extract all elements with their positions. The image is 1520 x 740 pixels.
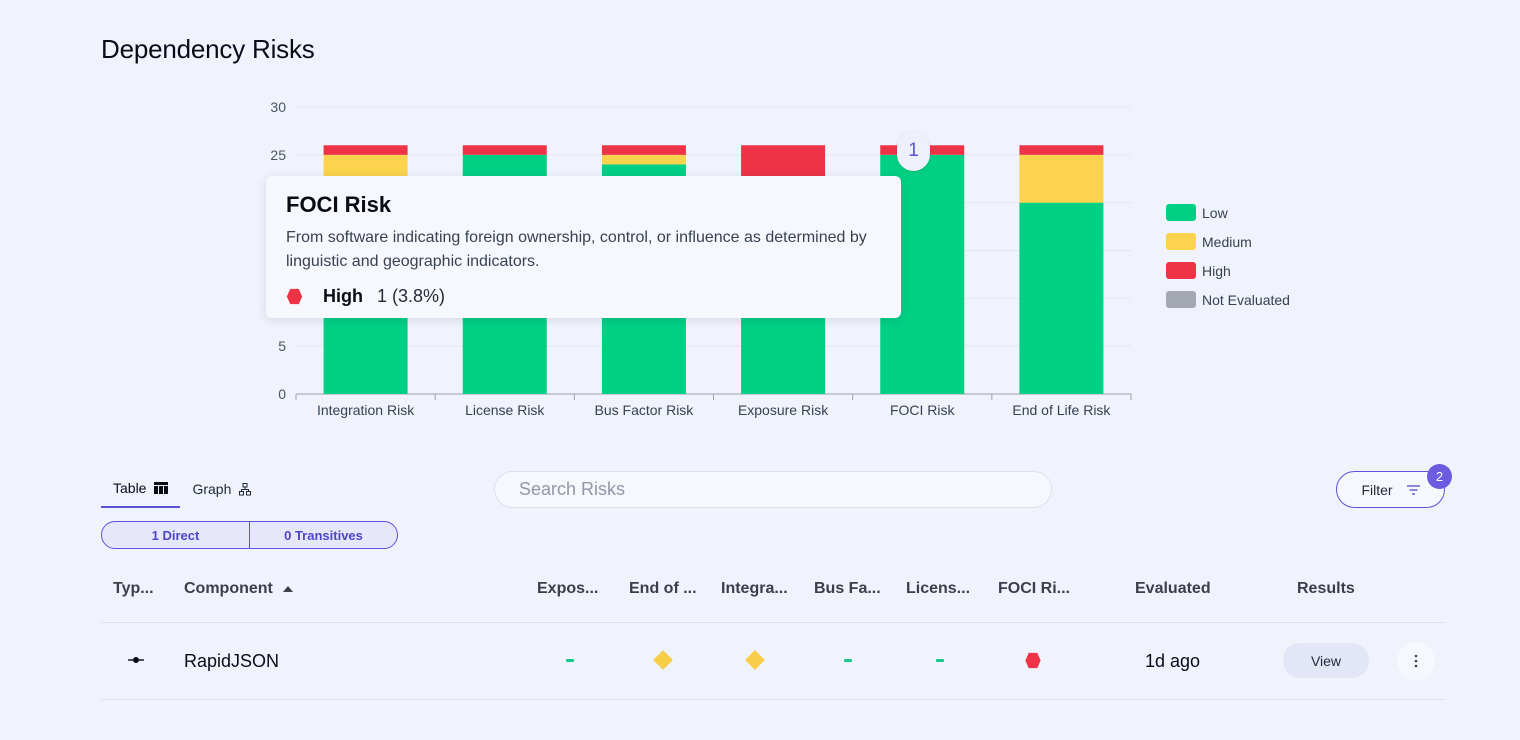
- commit-icon: [128, 657, 144, 663]
- sort-ascending-icon: [282, 586, 293, 592]
- tab-table[interactable]: Table: [101, 470, 181, 508]
- tooltip-count: 1 (3.8%): [377, 286, 446, 306]
- bar-segment-low[interactable]: [1019, 202, 1104, 394]
- transitives-filter-button[interactable]: 0 Transitives: [249, 522, 397, 548]
- chart-tooltip: FOCI Risk From software indicating forei…: [266, 176, 901, 318]
- more-vertical-icon: [1414, 654, 1418, 668]
- row-actions-button[interactable]: [1397, 642, 1435, 680]
- legend-label: High: [1202, 262, 1231, 279]
- bar-annotation-bubble: 1: [897, 131, 930, 171]
- table-divider: [101, 699, 1445, 700]
- legend-label: Medium: [1202, 233, 1252, 250]
- view-results-button[interactable]: View: [1283, 643, 1369, 678]
- column-header-type[interactable]: Typ...: [113, 580, 154, 597]
- bus-factor-low-indicator: [844, 659, 852, 662]
- column-header-component[interactable]: Component: [184, 580, 293, 598]
- legend-item-high[interactable]: High: [1166, 256, 1290, 285]
- bar-segment-high[interactable]: [1019, 145, 1104, 155]
- column-header-label: Component: [184, 580, 273, 597]
- exposure-low-indicator: [566, 659, 574, 662]
- bar-segment-medium[interactable]: [601, 154, 686, 165]
- license-low-indicator: [936, 659, 944, 662]
- bar-segment-medium[interactable]: [1019, 154, 1104, 203]
- bar-segment-high[interactable]: [323, 145, 408, 155]
- x-tick-label: Integration Risk: [317, 402, 415, 418]
- chart-legend: Low Medium High Not Evaluated: [1166, 198, 1290, 314]
- table-icon: [154, 482, 169, 494]
- foci-high-hexagon-icon: [1025, 652, 1041, 669]
- legend-swatch: [1166, 291, 1196, 308]
- legend-item-medium[interactable]: Medium: [1166, 227, 1290, 256]
- tooltip-description: From software indicating foreign ownersh…: [286, 229, 867, 270]
- integration-medium-indicator: [745, 650, 765, 670]
- column-header-end-of-life[interactable]: End of ...: [629, 580, 697, 597]
- column-header-foci[interactable]: FOCI Ri...: [998, 580, 1070, 597]
- legend-swatch: [1166, 233, 1196, 250]
- legend-label: Not Evaluated: [1202, 291, 1290, 308]
- dependency-scope-toggle: 1 Direct 0 Transitives: [101, 521, 398, 549]
- column-header-license[interactable]: Licens...: [906, 580, 971, 597]
- tooltip-level: High: [323, 286, 363, 306]
- y-tick-label: 5: [278, 338, 286, 354]
- legend-swatch: [1166, 262, 1196, 279]
- high-risk-hexagon-icon: [286, 288, 303, 305]
- column-header-results: Results: [1297, 580, 1355, 597]
- x-tick-label: Bus Factor Risk: [595, 402, 695, 418]
- filter-count-badge: 2: [1427, 464, 1452, 489]
- component-name[interactable]: RapidJSON: [184, 651, 280, 671]
- graph-icon: [239, 482, 252, 495]
- search-input[interactable]: [494, 471, 1052, 508]
- column-header-integration[interactable]: Integra...: [721, 580, 788, 597]
- legend-label: Low: [1202, 204, 1228, 221]
- filter-label: Filter: [1361, 481, 1393, 498]
- page-title: Dependency Risks: [101, 34, 315, 64]
- end-of-life-medium-indicator: [653, 650, 673, 670]
- legend-item-low[interactable]: Low: [1166, 198, 1290, 227]
- tab-graph[interactable]: Graph: [180, 470, 263, 508]
- tooltip-title: FOCI Risk: [286, 192, 392, 217]
- bar-segment-high[interactable]: [462, 145, 547, 155]
- bar-segment-high[interactable]: [601, 145, 686, 155]
- evaluated-time: 1d ago: [1145, 651, 1201, 671]
- column-header-evaluated[interactable]: Evaluated: [1135, 580, 1211, 597]
- legend-item-not-evaluated[interactable]: Not Evaluated: [1166, 285, 1290, 314]
- column-header-exposure[interactable]: Expos...: [537, 580, 599, 597]
- filter-button[interactable]: Filter: [1336, 471, 1445, 508]
- view-tabs: Table Graph: [101, 470, 263, 508]
- tab-label: Table: [113, 480, 147, 496]
- x-tick-label: End of Life Risk: [1012, 402, 1111, 418]
- x-tick-label: FOCI Risk: [890, 402, 956, 418]
- legend-swatch: [1166, 204, 1196, 221]
- y-tick-label: 30: [270, 99, 286, 115]
- column-header-bus-factor[interactable]: Bus Fa...: [814, 580, 881, 597]
- x-tick-label: License Risk: [465, 402, 545, 418]
- x-tick-label: Exposure Risk: [738, 402, 829, 418]
- filter-icon: [1406, 484, 1420, 495]
- tab-label: Graph: [192, 481, 232, 497]
- y-tick-label: 25: [270, 147, 286, 163]
- y-tick-label: 0: [278, 386, 286, 402]
- table-divider: [101, 622, 1445, 623]
- direct-filter-button[interactable]: 1 Direct: [151, 527, 200, 543]
